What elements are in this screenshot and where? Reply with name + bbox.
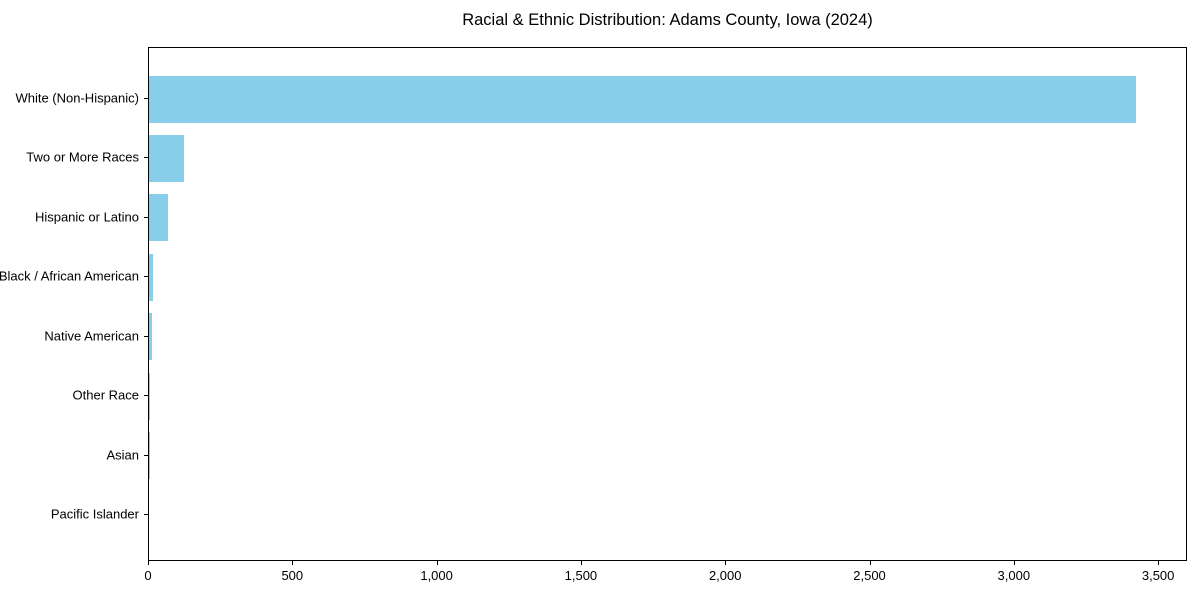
plot-area bbox=[148, 47, 1187, 561]
y-axis-label: Other Race bbox=[72, 387, 139, 403]
y-axis-tick bbox=[144, 98, 148, 99]
y-axis-label: Asian bbox=[106, 447, 139, 463]
x-axis-tick bbox=[1158, 561, 1160, 565]
x-axis-tick bbox=[725, 561, 727, 565]
x-tick-label: 2,000 bbox=[708, 568, 742, 583]
y-axis-tick bbox=[144, 157, 148, 159]
y-axis-label: Two or More Races bbox=[26, 149, 139, 165]
y-axis-tick bbox=[144, 335, 148, 337]
x-tick-label: 500 bbox=[281, 568, 304, 583]
y-axis-tick bbox=[144, 216, 148, 218]
x-tick-label: 1,500 bbox=[564, 568, 598, 583]
x-axis-tick bbox=[292, 561, 294, 565]
y-axis-label: Hispanic or Latino bbox=[34, 209, 139, 225]
bar bbox=[149, 372, 150, 420]
bar bbox=[149, 194, 168, 242]
y-axis-label: Black / African American bbox=[0, 268, 139, 284]
x-axis-tick bbox=[148, 561, 149, 565]
y-axis-tick bbox=[144, 454, 148, 456]
x-tick-label: 1,000 bbox=[420, 568, 453, 583]
bar bbox=[149, 75, 1137, 123]
x-axis-tick bbox=[869, 561, 871, 565]
y-axis-tick bbox=[144, 395, 148, 397]
bar bbox=[149, 253, 154, 301]
x-axis-tick bbox=[580, 561, 582, 565]
y-axis-tick bbox=[144, 276, 148, 278]
chart-title: Racial & Ethnic Distribution: Adams Coun… bbox=[462, 11, 873, 29]
y-axis-label: White (Non-Hispanic) bbox=[15, 90, 139, 106]
x-axis-tick bbox=[436, 561, 438, 565]
x-tick-label: 3,500 bbox=[1141, 568, 1175, 583]
y-axis-label: Pacific Islander bbox=[50, 506, 139, 522]
x-tick-label: 0 bbox=[144, 568, 152, 583]
x-axis-tick bbox=[1013, 561, 1015, 565]
bar bbox=[149, 313, 152, 361]
y-axis-label: Native American bbox=[44, 328, 139, 344]
x-tick-label: 2,500 bbox=[853, 568, 886, 583]
x-tick-label: 3,000 bbox=[997, 568, 1031, 583]
bar bbox=[149, 134, 184, 182]
y-axis-tick bbox=[144, 514, 148, 516]
